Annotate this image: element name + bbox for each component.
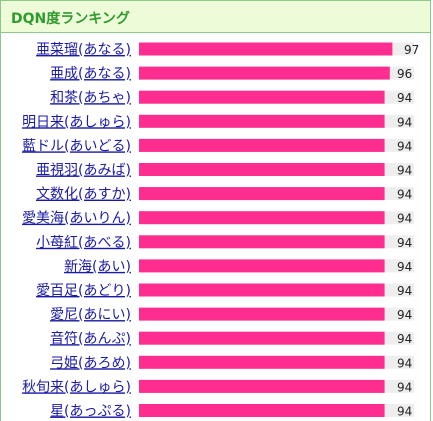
ranking-row: 亜視羽(あみば) 94: [36, 163, 414, 179]
panel-title: DQN度ランキング: [11, 11, 130, 27]
score-value: 94: [397, 139, 412, 153]
name-link[interactable]: 和茶(あちゃ): [50, 90, 131, 106]
score-value: 94: [397, 405, 412, 419]
name-link[interactable]: 秋旬来(あしゅら): [22, 379, 131, 395]
ranking-row: 明日来(あしゅら) 94: [22, 114, 414, 130]
ranking-row: 藍ドル(あいどる) 94: [22, 138, 414, 154]
name-link[interactable]: 新海(あい): [64, 259, 131, 275]
name-link[interactable]: 愛尼(あにい): [50, 307, 131, 323]
ranking-row: 秋旬来(あしゅら) 94: [22, 379, 414, 395]
score-bar: [139, 90, 385, 104]
score-bar: [139, 404, 385, 417]
score-bar: [139, 235, 385, 249]
score-value: 94: [397, 236, 412, 250]
ranking-row: 星(あっぷる) 94: [50, 404, 414, 420]
score-bar: [139, 211, 385, 225]
ranking-row: 愛尼(あにい) 94: [50, 307, 414, 323]
ranking-row: 新海(あい) 94: [64, 259, 414, 275]
score-value: 94: [397, 188, 412, 202]
score-value: 94: [397, 91, 412, 105]
ranking-row: 亜成(あなる) 96: [50, 66, 414, 82]
ranking-row: 小苺紅(あべる) 94: [36, 235, 414, 251]
score-bar: [139, 331, 385, 345]
score-bar: [139, 259, 385, 273]
score-bar: [139, 283, 385, 297]
score-value: 94: [397, 332, 412, 346]
name-link[interactable]: 愛美海(あいりん): [22, 211, 131, 227]
score-value: 94: [397, 212, 412, 226]
name-link[interactable]: 藍ドル(あいどる): [22, 138, 131, 154]
ranking-row: 愛美海(あいりん) 94: [22, 211, 414, 227]
ranking-row: 愛百足(あどり) 94: [36, 283, 414, 299]
score-bar: [139, 355, 385, 369]
score-bar: [139, 379, 385, 393]
name-link[interactable]: 亜成(あなる): [50, 66, 131, 82]
score-value: 94: [397, 115, 412, 129]
score-bar: [139, 187, 385, 201]
score-value: 94: [397, 164, 412, 178]
name-link[interactable]: 愛百足(あどり): [36, 283, 131, 299]
score-bar: [139, 42, 393, 56]
ranking-row: 文数化(あすか) 94: [36, 187, 414, 203]
score-value: 94: [397, 356, 412, 370]
ranking-row: 亜菜瑠(あなる) 97: [36, 42, 419, 58]
ranking-row: 和茶(あちゃ) 94: [50, 90, 414, 106]
name-link[interactable]: 亜視羽(あみば): [36, 163, 131, 179]
ranking-row: 音符(あんぷ) 94: [50, 330, 414, 347]
score-value: 94: [397, 284, 412, 298]
name-link[interactable]: 明日来(あしゅら): [22, 114, 131, 130]
score-bar: [139, 66, 390, 80]
score-bar: [139, 114, 385, 128]
score-value: 97: [404, 43, 419, 57]
name-link[interactable]: 亜菜瑠(あなる): [36, 42, 131, 58]
score-value: 94: [397, 260, 412, 274]
ranking-row: 弓姫(あろめ) 94: [50, 355, 414, 371]
score-value: 94: [397, 380, 412, 394]
name-link[interactable]: 弓姫(あろめ): [50, 355, 131, 371]
score-value: 94: [397, 308, 412, 322]
score-bar: [139, 138, 385, 152]
panel-header: DQN度ランキング: [1, 1, 430, 33]
score-bar: [139, 163, 385, 176]
name-link[interactable]: 小苺紅(あべる): [36, 235, 131, 251]
score-value: 96: [397, 67, 412, 81]
name-link[interactable]: 文数化(あすか): [36, 187, 131, 203]
name-link[interactable]: 星(あっぷる): [50, 404, 131, 420]
name-link[interactable]: 音符(あんぷ): [50, 330, 131, 347]
score-bar: [139, 307, 385, 321]
